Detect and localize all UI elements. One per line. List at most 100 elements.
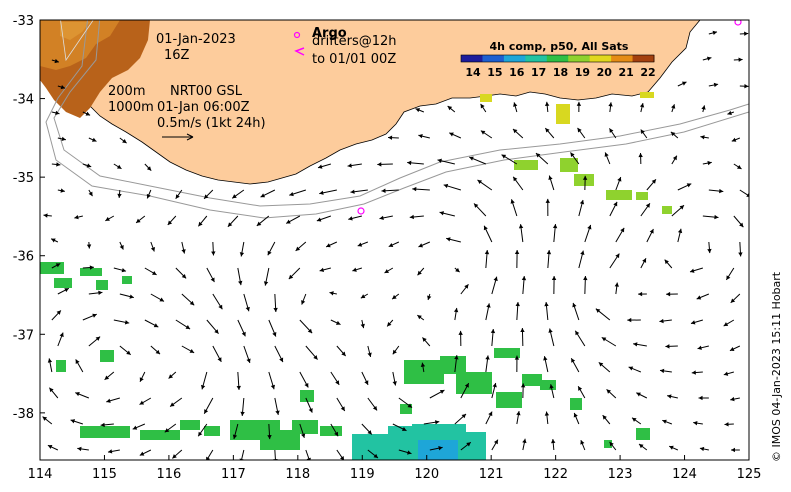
current-vector-head: [473, 203, 479, 208]
current-vector-head: [744, 84, 749, 89]
current-vector-head: [434, 420, 440, 425]
current-vector-head: [587, 224, 592, 230]
product-time-label: 01-Jan 06:00Z: [157, 100, 250, 115]
current-vector-head: [606, 389, 611, 394]
current-vector-head: [659, 318, 664, 324]
argo-float-marker: [734, 20, 742, 26]
current-vector-head: [92, 313, 97, 318]
current-vector-head: [75, 392, 80, 397]
y-tick-label: -34: [13, 93, 34, 108]
current-vector-head: [549, 384, 554, 389]
current-vector-head: [514, 250, 520, 255]
current-vector-head: [146, 193, 151, 199]
drifter-legend-arrow: [294, 47, 305, 56]
current-vector-head: [645, 203, 650, 208]
current-vector-head: [227, 222, 233, 227]
current-vector-head: [691, 370, 696, 375]
x-tick-label: 119: [350, 467, 375, 482]
current-vector-head: [139, 377, 144, 382]
current-vector-head: [313, 355, 318, 360]
current-vector-head: [573, 412, 578, 418]
current-vector-head: [552, 224, 558, 229]
x-tick-label: 121: [479, 467, 504, 482]
current-vector-head: [501, 154, 507, 159]
current-vector-head: [437, 158, 442, 163]
current-vector-head: [335, 380, 340, 385]
current-vectors: [42, 30, 749, 460]
current-vector-head: [329, 291, 334, 296]
current-vector-head: [89, 265, 94, 270]
y-tick-label: -35: [13, 171, 34, 186]
current-vector-head: [699, 446, 705, 452]
current-vector-head: [392, 294, 397, 300]
current-vector-head: [723, 322, 729, 327]
current-vector-head: [172, 454, 177, 459]
current-vector-head: [443, 183, 449, 189]
current-vector-head: [731, 447, 736, 453]
current-vector-head: [170, 402, 175, 407]
argo-legend-label: Argo: [312, 26, 347, 41]
hour-label: 16Z: [164, 48, 190, 63]
y-tick-label: -36: [13, 250, 34, 265]
current-vector-head: [579, 199, 585, 205]
current-vector-head: [576, 101, 582, 106]
current-vector-head: [198, 431, 203, 437]
current-vector-head: [736, 164, 742, 169]
current-vector-head: [270, 384, 276, 390]
x-tick-label: 117: [221, 467, 246, 482]
current-vector-head: [420, 362, 426, 367]
current-vector-head: [609, 441, 614, 447]
current-vector-head: [47, 358, 53, 363]
argo-float-marker: [357, 207, 365, 215]
current-vector-head: [697, 345, 702, 350]
current-vector-head: [401, 426, 407, 431]
sst-patch: [640, 92, 654, 98]
current-vector-head: [514, 355, 520, 360]
current-vector-head: [42, 416, 48, 421]
current-vector-head: [492, 383, 497, 388]
current-vector-head: [326, 243, 331, 248]
current-vector-head: [602, 415, 607, 420]
current-vector-head: [698, 395, 703, 401]
current-vector-head: [288, 274, 294, 280]
current-vector-head: [638, 291, 643, 297]
current-vector-head: [122, 138, 127, 144]
isobath-1000m: [45, 20, 749, 219]
isobath-200m: [53, 20, 749, 207]
current-vector-head: [267, 434, 272, 440]
current-vector-head: [483, 225, 488, 231]
current-vector-head: [544, 411, 550, 416]
current-vector-head: [639, 444, 644, 449]
current-vector-head: [439, 211, 444, 216]
current-vector-head: [47, 445, 53, 450]
current-vector-head: [551, 439, 556, 444]
current-vector-head: [407, 403, 413, 408]
current-vector-head: [218, 304, 223, 310]
current-vector-head: [522, 438, 527, 444]
current-vector-head: [335, 320, 341, 325]
current-vector-head: [350, 189, 355, 194]
current-vector-head: [117, 193, 122, 198]
current-vector-head: [545, 198, 550, 203]
current-vector-head: [729, 346, 735, 351]
current-vector-head: [744, 31, 749, 36]
current-vector-head: [493, 276, 498, 282]
current-vector-head: [719, 188, 724, 194]
current-vector-head: [577, 127, 582, 133]
x-tick-label: 120: [414, 467, 439, 482]
current-vector-head: [510, 199, 515, 204]
current-vector-head: [601, 337, 607, 342]
colorbar-swatch: [482, 55, 505, 62]
current-vector-head: [384, 269, 390, 274]
colorbar-frame: [460, 54, 655, 63]
current-vector-head: [543, 356, 548, 361]
colorbar-label: 19: [575, 66, 590, 79]
current-vector-head: [686, 183, 692, 188]
current-vector-head: [245, 306, 250, 312]
current-vector-head: [279, 357, 284, 363]
current-vector-head: [240, 411, 245, 416]
current-vector-head: [449, 132, 454, 137]
current-vector-head: [341, 351, 346, 356]
current-vector-head: [738, 57, 743, 62]
current-vector-head: [189, 300, 195, 306]
